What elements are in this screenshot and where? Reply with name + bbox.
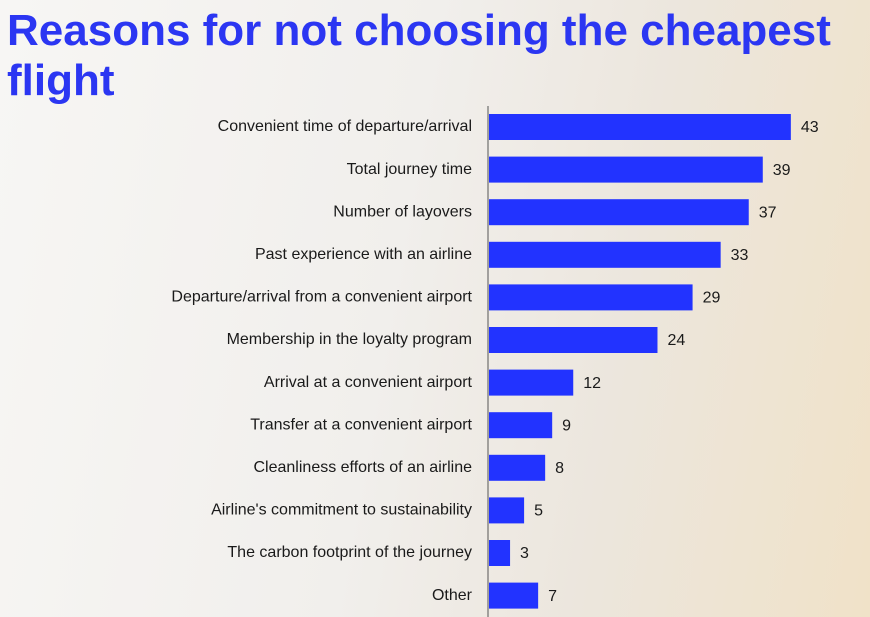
category-label: Convenient time of departure/arrival — [218, 118, 472, 135]
bar — [489, 369, 574, 396]
value-label: 24 — [667, 332, 685, 349]
category-label: Other — [432, 587, 473, 604]
category-label: The carbon footprint of the journey — [227, 544, 472, 561]
bar — [489, 199, 749, 226]
bar — [489, 412, 553, 439]
value-label: 5 — [534, 503, 543, 520]
bar — [489, 540, 511, 566]
category-label: Number of layovers — [333, 203, 472, 220]
value-label: 37 — [759, 204, 777, 221]
chart-title: Reasons for not choosing the cheapest fl… — [7, 6, 831, 105]
bar — [489, 582, 539, 609]
bar — [489, 327, 658, 353]
category-label: Cleanliness efforts of an airline — [254, 459, 473, 476]
value-label: 3 — [520, 545, 529, 562]
category-label: Past experience with an airline — [255, 246, 472, 263]
value-label: 12 — [583, 375, 601, 392]
bar — [489, 156, 763, 183]
bar — [489, 284, 693, 311]
value-label: 43 — [801, 119, 819, 136]
category-label: Transfer at a convenient airport — [250, 416, 472, 433]
value-label: 8 — [555, 460, 564, 477]
bar — [489, 241, 721, 268]
value-label: 7 — [548, 588, 557, 605]
category-label: Membership in the loyalty program — [227, 331, 472, 348]
bar — [489, 114, 791, 140]
value-label: 39 — [773, 162, 791, 179]
category-label: Total journey time — [347, 161, 472, 178]
bar — [489, 497, 525, 524]
value-label: 33 — [731, 247, 749, 264]
category-label: Departure/arrival from a convenient airp… — [171, 289, 472, 306]
category-label: Airline's commitment to sustainability — [211, 502, 472, 519]
category-label: Arrival at a convenient airport — [264, 374, 473, 391]
value-label: 29 — [703, 290, 721, 307]
bar — [489, 454, 546, 481]
value-label: 9 — [562, 417, 571, 434]
